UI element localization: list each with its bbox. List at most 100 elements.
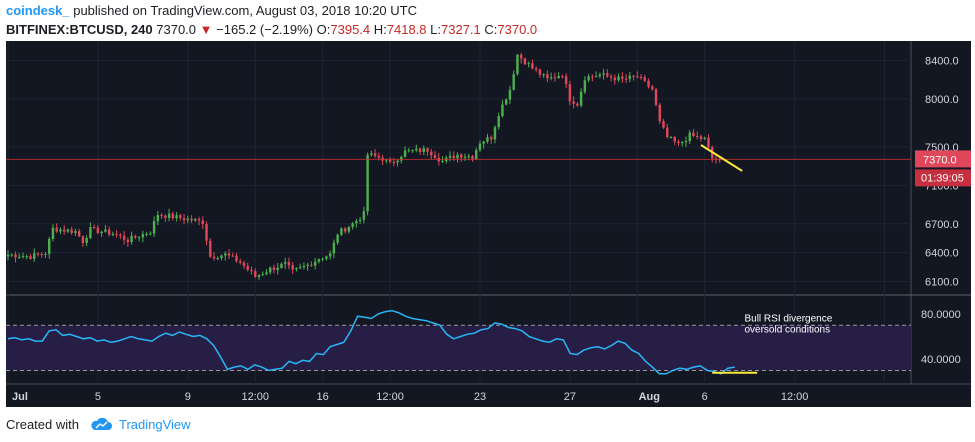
high-label: H: xyxy=(373,22,387,37)
candle-body xyxy=(433,155,437,158)
candle-body xyxy=(542,74,545,76)
candle-body xyxy=(231,255,234,257)
candle-body xyxy=(538,69,542,75)
candle-body xyxy=(6,254,10,257)
candle-body xyxy=(643,77,647,81)
candle-body xyxy=(452,155,455,159)
candle-body xyxy=(220,255,223,259)
candle-body xyxy=(400,156,403,161)
candle-body xyxy=(55,227,58,232)
tradingview-cloud-icon xyxy=(91,417,112,430)
candle-body xyxy=(639,76,643,78)
time-tick-label: 12:00 xyxy=(376,391,404,403)
time-tick-label: 16 xyxy=(317,391,329,403)
candle-body xyxy=(617,76,620,81)
candle-body xyxy=(227,253,231,256)
tradingview-brand[interactable]: TradingView xyxy=(118,416,191,432)
candle-body xyxy=(609,76,613,78)
last-price: 7370.0 xyxy=(156,22,197,37)
time-tick-label: 9 xyxy=(185,391,191,403)
published-text: published on TradingView.com, August 03,… xyxy=(73,3,417,18)
last-price-label: 7370.0 xyxy=(923,154,957,166)
candle-body xyxy=(280,263,283,268)
candle-body xyxy=(33,253,36,259)
candle-body xyxy=(287,262,291,266)
candle-body xyxy=(254,271,257,277)
candle-body xyxy=(321,258,324,260)
candle-body xyxy=(692,132,695,137)
rsi-tick-label: 40.0000 xyxy=(921,354,961,366)
candle-body xyxy=(261,274,264,276)
candle-body xyxy=(598,74,602,77)
candle-body xyxy=(89,227,92,238)
candle-body xyxy=(602,73,605,75)
candle-body xyxy=(111,233,115,235)
candle-body xyxy=(149,233,152,235)
candle-body xyxy=(175,215,178,219)
candle-body xyxy=(209,240,212,257)
candle-body xyxy=(568,84,572,102)
candle-body xyxy=(613,77,617,81)
close-value: 7370.0 xyxy=(497,22,538,37)
candle-body xyxy=(579,91,583,106)
candle-body xyxy=(66,229,70,232)
candle-body xyxy=(632,75,635,77)
candle-body xyxy=(422,148,426,152)
candle-body xyxy=(516,54,519,75)
candle-body xyxy=(467,156,470,158)
candle-body xyxy=(141,234,145,238)
low-label: L: xyxy=(430,22,441,37)
time-tick-label: 5 xyxy=(95,391,101,403)
candle-body xyxy=(164,215,167,218)
candle-body xyxy=(96,227,100,234)
candle-body xyxy=(44,253,47,255)
candle-body xyxy=(171,213,175,219)
candle-body xyxy=(448,155,452,158)
candle-body xyxy=(92,227,96,229)
candle-body xyxy=(388,159,392,162)
candle-body xyxy=(636,76,639,78)
candle-body xyxy=(156,215,160,222)
time-tick-label: 23 xyxy=(474,391,486,403)
publisher-username[interactable]: coindesk_ xyxy=(6,3,70,18)
candle-body xyxy=(651,86,654,90)
chart-svg[interactable]: 6100.06400.06700.07100.07500.08000.08400… xyxy=(6,41,971,409)
candle-body xyxy=(504,99,508,105)
chart-frame[interactable]: 6100.06400.06700.07100.07500.08000.08400… xyxy=(6,41,971,409)
candle-body xyxy=(572,101,575,104)
created-with-text: Created with xyxy=(6,416,79,432)
candle-body xyxy=(594,76,598,78)
candle-body xyxy=(549,77,553,79)
candle-body xyxy=(358,219,362,221)
candle-body xyxy=(666,127,669,138)
candle-body xyxy=(190,218,193,221)
candle-body xyxy=(325,256,328,259)
candle-body xyxy=(62,229,66,232)
candle-body xyxy=(295,268,298,270)
candle-body xyxy=(576,103,579,106)
footer: Created with TradingView xyxy=(6,416,191,432)
candle-body xyxy=(40,254,43,256)
candle-body xyxy=(583,80,587,92)
candle-body xyxy=(47,238,51,254)
candle-body xyxy=(351,223,354,228)
candle-body xyxy=(205,223,208,241)
candle-body xyxy=(362,211,366,220)
candle-body xyxy=(51,227,55,239)
rsi-line xyxy=(7,309,735,375)
candle-body xyxy=(107,229,111,235)
candle-body xyxy=(272,267,276,270)
candle-body xyxy=(557,76,560,79)
candle-body xyxy=(145,233,148,235)
candle-body xyxy=(699,136,703,139)
candle-body xyxy=(10,254,13,256)
candle-body xyxy=(385,159,388,161)
candle-body xyxy=(411,150,414,152)
countdown-marker xyxy=(915,169,971,187)
price-tick-label: 6700.0 xyxy=(925,219,959,231)
candle-body xyxy=(512,74,515,90)
rsi-band xyxy=(6,325,911,371)
candle-body xyxy=(426,148,429,152)
candle-body xyxy=(14,254,17,258)
candle-body xyxy=(276,267,279,270)
